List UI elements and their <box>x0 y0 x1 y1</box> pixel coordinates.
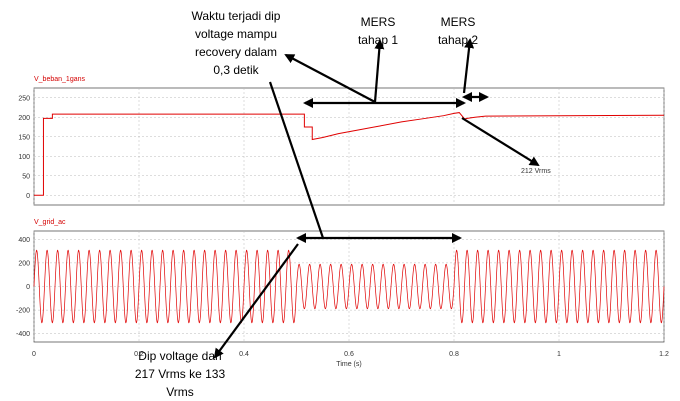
chart-2-y-ticks: -400 -200 0 200 400 <box>16 237 30 338</box>
chart-2-y-tick-label: 400 <box>18 237 30 244</box>
annotation-waktu-line-2: voltage mampu <box>194 27 278 41</box>
arrow-to-mers2-label <box>462 38 475 94</box>
arrow-to-212vrms <box>461 117 540 167</box>
arrow-waktu-to-dip-start <box>268 81 325 239</box>
arrow-to-waktu-label <box>284 54 376 103</box>
chart-2-y-tick-label: 200 <box>18 260 30 267</box>
annotation-waktu-line-4: 0,3 detik <box>213 63 259 77</box>
annotation-mers-1-line-1: MERS <box>360 15 396 29</box>
arrow-to-dip-label <box>213 243 299 359</box>
chart-2-title: V_grid_ac <box>34 219 66 226</box>
annotation-dip-line-3: Vrms <box>166 385 194 399</box>
annotation-waktu-line-3: recovery dalam <box>194 45 278 59</box>
chart-2-y-tick-label: -200 <box>16 308 30 315</box>
annotation-mers-2-line-2: tahap 2 <box>437 33 479 47</box>
annotation-mers-1: MERS tahap 1 <box>348 13 408 49</box>
label-212-vrms: 212 Vrms <box>521 168 551 175</box>
chart-2-series-line <box>33 249 665 324</box>
annotation-dip-line-2: 217 Vrms ke 133 <box>134 367 226 381</box>
x-tick-label: 0.6 <box>344 351 354 358</box>
annotation-dip-voltage: Dip voltage dari 217 Vrms ke 133 Vrms <box>120 347 240 401</box>
x-tick-label: 0 <box>32 351 36 358</box>
x-tick-label: 0.2 <box>134 351 144 358</box>
x-axis-ticks: 0 0.2 0.4 0.6 0.8 1 1.2 <box>32 351 669 358</box>
chart-1-y-tick-label: 100 <box>18 154 30 161</box>
chart-1-grid <box>33 88 665 205</box>
chart-1-series-line <box>34 112 665 196</box>
chart-1-y-tick-label: 250 <box>18 95 30 102</box>
annotation-waktu-line-1: Waktu terjadi dip <box>191 9 281 23</box>
chart-1-y-tick-label: 50 <box>22 173 30 180</box>
annotation-mers-2: MERS tahap 2 <box>428 13 488 49</box>
chart-1-y-tick-label: 200 <box>18 115 30 122</box>
annotation-dip-line-1: Dip voltage dari <box>138 349 222 363</box>
annotation-mers-1-line-2: tahap 1 <box>357 33 399 47</box>
annotation-waktu: Waktu terjadi dip voltage mampu recovery… <box>176 7 296 79</box>
chart-2-y-tick-label: 0 <box>26 284 30 291</box>
x-tick-label: 0.8 <box>449 351 459 358</box>
chart-1-y-tick-label: 0 <box>26 193 30 200</box>
x-tick-label: 1 <box>557 351 561 358</box>
chart-1-y-tick-label: 150 <box>18 134 30 141</box>
chart-2-y-tick-label: -400 <box>16 331 30 338</box>
x-axis-label: Time (s) <box>336 361 361 368</box>
x-tick-label: 1.2 <box>659 351 669 358</box>
chart-1-title: V_beban_1gans <box>34 76 85 83</box>
annotation-mers-2-line-1: MERS <box>440 15 476 29</box>
arrow-to-mers1-label <box>373 39 385 103</box>
x-tick-label: 0.4 <box>239 351 249 358</box>
chart-1-y-ticks: 0 50 100 150 200 250 <box>18 95 30 200</box>
